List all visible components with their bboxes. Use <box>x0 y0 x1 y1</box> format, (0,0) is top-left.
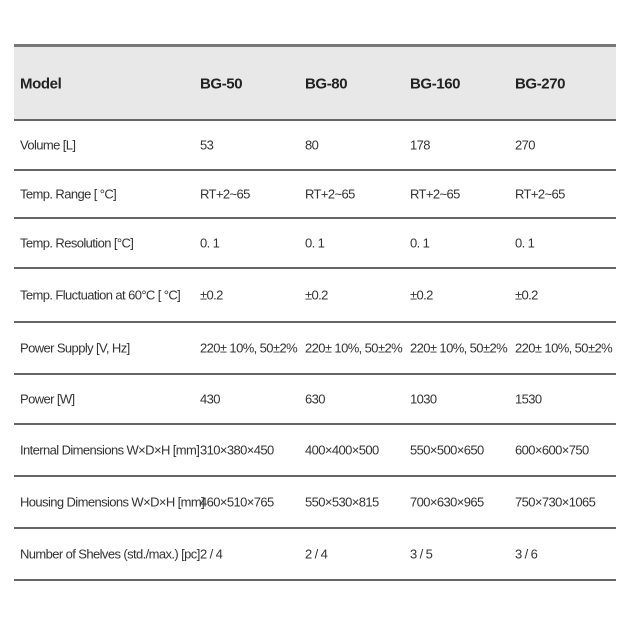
value-cell: 3 / 5 <box>410 546 433 562</box>
value-cell: ±0.2 <box>200 287 223 303</box>
value-cell: 630 <box>305 391 325 407</box>
row-label: Housing Dimensions W×D×H [mm] <box>20 494 205 510</box>
value-cell: ±0.2 <box>515 287 538 303</box>
row-separator <box>14 267 616 269</box>
header-band <box>14 44 616 120</box>
value-cell: 53 <box>200 137 214 153</box>
value-cell: RT+2~65 <box>515 186 565 202</box>
header-cell: BG-80 <box>305 75 348 93</box>
row-label: Number of Shelves (std./max.) [pc] <box>20 546 200 562</box>
value-cell: 600×600×750 <box>515 442 589 458</box>
value-cell: 550×500×650 <box>410 442 484 458</box>
value-cell: 220± 10%, 50±2% <box>200 340 298 356</box>
value-cell: 3 / 6 <box>515 546 538 562</box>
value-cell: 80 <box>305 137 319 153</box>
row-separator <box>14 475 616 477</box>
value-cell: 430 <box>200 391 220 407</box>
header-cell: BG-50 <box>200 75 243 93</box>
value-cell: 220± 10%, 50±2% <box>410 340 508 356</box>
row-separator <box>14 579 616 581</box>
value-cell: 1530 <box>515 391 542 407</box>
row-separator <box>14 373 616 375</box>
value-cell: 220± 10%, 50±2% <box>515 340 613 356</box>
value-cell: 270 <box>515 137 535 153</box>
value-cell: 0. 1 <box>200 235 220 251</box>
value-cell: RT+2~65 <box>305 186 355 202</box>
row-label: Internal Dimensions W×D×H [mm] <box>20 442 200 458</box>
value-cell: 2 / 4 <box>200 546 223 562</box>
value-cell: 700×630×965 <box>410 494 484 510</box>
value-cell: 178 <box>410 137 430 153</box>
row-separator <box>14 527 616 529</box>
row-separator <box>14 169 616 171</box>
row-separator <box>14 119 616 121</box>
row-label: Temp. Range [ °C] <box>20 186 117 202</box>
row-label: Volume [L] <box>20 137 76 153</box>
value-cell: RT+2~65 <box>200 186 250 202</box>
row-label: Power Supply [V, Hz] <box>20 340 130 356</box>
row-label: Power [W] <box>20 391 75 407</box>
value-cell: 1030 <box>410 391 437 407</box>
spec-table: Model BG-50 BG-80 BG-160 BG-270 Volume [L] 53 8… <box>14 44 616 582</box>
row-separator <box>14 321 616 323</box>
value-cell: 0. 1 <box>410 235 430 251</box>
header-cell: Model <box>20 75 62 93</box>
value-cell: 400×400×500 <box>305 442 379 458</box>
row-label: Temp. Fluctuation at 60°C [ °C] <box>20 287 181 303</box>
row-label: Temp. Resolution [°C] <box>20 235 134 251</box>
value-cell: 0. 1 <box>515 235 535 251</box>
value-cell: ±0.2 <box>305 287 328 303</box>
value-cell: ±0.2 <box>410 287 433 303</box>
value-cell: 750×730×1065 <box>515 494 596 510</box>
value-cell: 2 / 4 <box>305 546 328 562</box>
row-separator <box>14 423 616 425</box>
value-cell: RT+2~65 <box>410 186 460 202</box>
value-cell: 220± 10%, 50±2% <box>305 340 403 356</box>
row-separator <box>14 217 616 219</box>
value-cell: 0. 1 <box>305 235 325 251</box>
header-cell: BG-160 <box>410 75 461 93</box>
header-cell: BG-270 <box>515 75 566 93</box>
value-cell: 460×510×765 <box>200 494 274 510</box>
value-cell: 550×530×815 <box>305 494 379 510</box>
value-cell: 310×380×450 <box>200 442 274 458</box>
